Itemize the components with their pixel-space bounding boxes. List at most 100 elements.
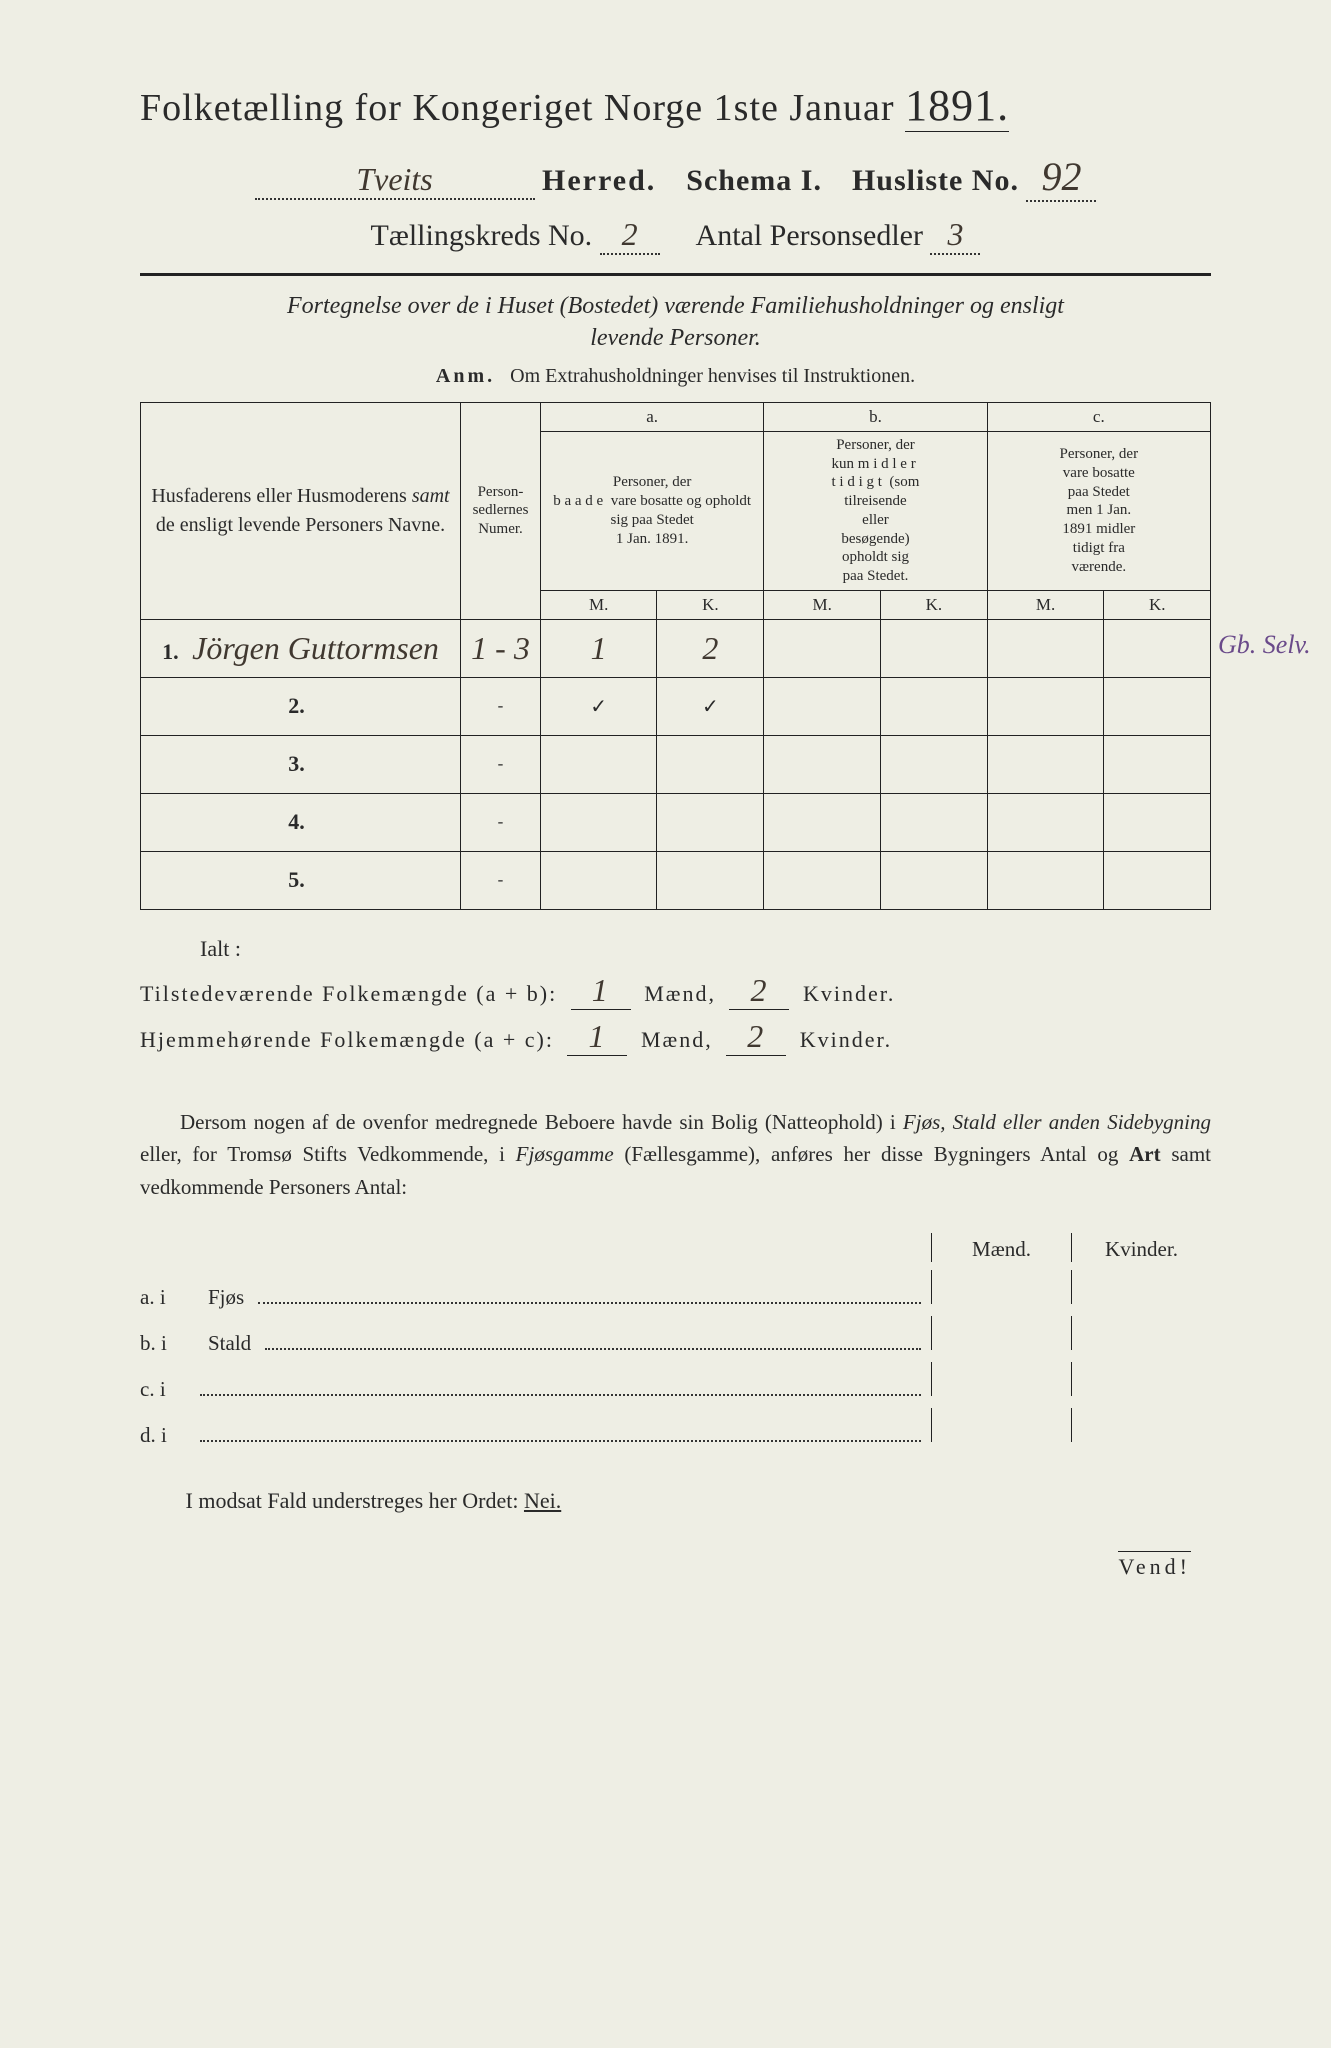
subtitle-line1: Fortegnelse over de i Huset (Bostedet) v… bbox=[287, 293, 1064, 319]
nei-line: I modsat Fald understreges her Ordet: Ne… bbox=[140, 1488, 1211, 1514]
col-a-m: M. bbox=[541, 590, 657, 619]
row-aK bbox=[657, 735, 764, 793]
dwelling-lead: a. i bbox=[140, 1285, 200, 1310]
row-bK bbox=[881, 677, 988, 735]
sum-ab-label: Tilstedeværende Folkemængde (a + b): bbox=[140, 981, 557, 1006]
col-a-label: a. bbox=[541, 402, 764, 431]
dwelling-word: Fjøs bbox=[200, 1285, 258, 1310]
antal-value: 3 bbox=[930, 216, 980, 255]
row-aK bbox=[657, 851, 764, 909]
nei-text: I modsat Fald understreges her Ordet: bbox=[186, 1488, 519, 1513]
row-cK bbox=[1104, 677, 1211, 735]
table-row: 1. Jörgen Guttormsen 1 - 3 1 2 Gb. Selv. bbox=[141, 619, 1211, 677]
dwelling-m bbox=[931, 1316, 1071, 1350]
sum-ab-m: 1 bbox=[571, 972, 631, 1010]
kvinder-label: Kvinder. bbox=[803, 981, 895, 1006]
col-a-text: Personer, derb a a d e vare bo­satte og … bbox=[541, 431, 764, 590]
row-num: 3. bbox=[288, 751, 305, 776]
header-line-2: Tveits Herred. Schema I. Husliste No. 92 bbox=[140, 153, 1211, 202]
col-b-m: M. bbox=[764, 590, 881, 619]
anm-line: Anm. Om Extrahusholdninger henvises til … bbox=[140, 365, 1211, 388]
row-aM: ✓ bbox=[541, 677, 657, 735]
table-row: 5. - bbox=[141, 851, 1211, 909]
dwelling-m bbox=[931, 1270, 1071, 1304]
row-bK bbox=[881, 619, 988, 677]
herred-label: Herred. bbox=[542, 164, 656, 197]
row-cM bbox=[987, 793, 1104, 851]
row-aK: 2 bbox=[657, 619, 764, 677]
dwelling-lead: d. i bbox=[140, 1423, 200, 1448]
row-bM bbox=[764, 619, 881, 677]
row-name-cell: 1. Jörgen Guttormsen bbox=[141, 619, 461, 677]
kvinder-label: Kvinder. bbox=[800, 1027, 892, 1052]
dotted-line bbox=[258, 1286, 921, 1305]
row-numer: 1 - 3 bbox=[461, 619, 541, 677]
row-bK bbox=[881, 793, 988, 851]
sum-ac-k: 2 bbox=[726, 1018, 786, 1056]
subtitle: Fortegnelse over de i Huset (Bostedet) v… bbox=[140, 290, 1211, 355]
antal-label: Antal Personsedler bbox=[696, 219, 923, 252]
anm-text: Om Extrahusholdninger henvises til Instr… bbox=[510, 365, 915, 387]
dwelling-head: Mænd. Kvinder. bbox=[140, 1233, 1211, 1262]
row-num: 2. bbox=[288, 693, 305, 718]
sum-ac: Hjemmehørende Folkemængde (a + c): 1 Mæn… bbox=[140, 1018, 1211, 1056]
row-margin-note: Gb. Selv. bbox=[1210, 630, 1311, 660]
row-bK bbox=[881, 735, 988, 793]
row-numer: - bbox=[461, 793, 541, 851]
para-t3: (Fællesgamme), anføres her disse Bygning… bbox=[614, 1142, 1129, 1166]
row-cM bbox=[987, 619, 1104, 677]
dotted-line bbox=[265, 1332, 921, 1351]
sum-ab: Tilstedeværende Folkemængde (a + b): 1 M… bbox=[140, 972, 1211, 1010]
col-c-m: M. bbox=[987, 590, 1104, 619]
maend-label: Mænd, bbox=[641, 1027, 713, 1052]
dwelling-k bbox=[1071, 1316, 1211, 1350]
row-cK bbox=[1104, 793, 1211, 851]
para-t1: Dersom nogen af de ovenfor medregnede Be… bbox=[180, 1110, 903, 1134]
row-name: Jörgen Guttormsen bbox=[192, 630, 439, 666]
dwelling-lead: b. i bbox=[140, 1331, 200, 1356]
table-row: 2. - ✓ ✓ bbox=[141, 677, 1211, 735]
dwelling-row: d. i bbox=[140, 1408, 1211, 1448]
sum-ac-m: 1 bbox=[567, 1018, 627, 1056]
husliste-label: Husliste No. bbox=[852, 164, 1019, 197]
col-names-text: Husfaderens eller Husmode­rens samt de e… bbox=[151, 485, 449, 536]
header-line-3: Tællingskreds No. 2 Antal Personsedler 3 bbox=[140, 216, 1211, 255]
col-b-label: b. bbox=[764, 402, 987, 431]
divider bbox=[140, 273, 1211, 276]
dwelling-k bbox=[1071, 1362, 1211, 1396]
dwelling-m bbox=[931, 1362, 1071, 1396]
dwelling-k bbox=[1071, 1270, 1211, 1304]
row-num: 5. bbox=[288, 867, 305, 892]
dwelling-maend-head: Mænd. bbox=[931, 1233, 1071, 1262]
row-cK bbox=[1104, 851, 1211, 909]
vend-text: Vend! bbox=[1118, 1551, 1191, 1579]
col-names-header: Husfaderens eller Husmode­rens samt de e… bbox=[141, 402, 461, 619]
vend: Vend! bbox=[140, 1554, 1211, 1580]
dwelling-m bbox=[931, 1408, 1071, 1442]
husliste-value: 92 bbox=[1026, 153, 1096, 202]
ialt-label: Ialt : bbox=[200, 936, 1211, 962]
maend-label: Mænd, bbox=[644, 981, 716, 1006]
row-bK bbox=[881, 851, 988, 909]
anm-label: Anm. bbox=[436, 365, 495, 387]
title-text: Folketælling for Kongeriget Norge 1ste J… bbox=[140, 87, 895, 129]
row-bM bbox=[764, 735, 881, 793]
para-t2: eller, for Tromsø Stifts Vedkommende, i bbox=[140, 1142, 516, 1166]
sum-ac-label: Hjemmehørende Folkemængde (a + c): bbox=[140, 1027, 554, 1052]
col-a-k: K. bbox=[657, 590, 764, 619]
row-aM: 1 bbox=[541, 619, 657, 677]
title-year: 1891. bbox=[905, 81, 1009, 130]
dwelling-lead: c. i bbox=[140, 1377, 200, 1402]
para-b1: Art bbox=[1129, 1142, 1160, 1166]
table-row: 3. - bbox=[141, 735, 1211, 793]
herred-value: Tveits bbox=[255, 161, 535, 200]
dotted-line bbox=[200, 1378, 921, 1397]
dwelling-table: Mænd. Kvinder. a. i Fjøs b. i Stald c. i… bbox=[140, 1233, 1211, 1448]
row-aM bbox=[541, 851, 657, 909]
row-cM bbox=[987, 851, 1104, 909]
nei-word: Nei. bbox=[524, 1488, 561, 1513]
main-table-wrap: Husfaderens eller Husmode­rens samt de e… bbox=[140, 402, 1211, 910]
row-aM bbox=[541, 735, 657, 793]
row-cM bbox=[987, 677, 1104, 735]
row-numer: - bbox=[461, 677, 541, 735]
